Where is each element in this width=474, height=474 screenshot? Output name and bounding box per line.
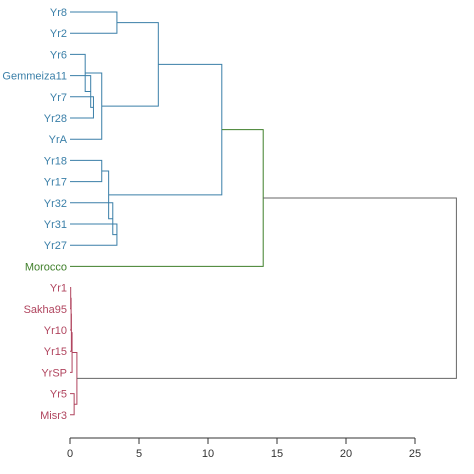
- merge-node-11: [70, 129, 264, 267]
- leaf-labels: Yr8 Yr2 Yr6 Gemmeiza11 Yr7 Yr28 YrA Yr18 Yr17 Yr3…: [2, 7, 67, 422]
- merge-node-16: [70, 393, 75, 416]
- leaf-label-sakha95: Sakha95: [24, 304, 67, 316]
- leaf-label-yr10: Yr10: [44, 325, 67, 337]
- branch-n11-n17: [76, 197, 457, 379]
- leaf-label-morocco: Morocco: [25, 261, 67, 273]
- leaf-label-yrsp: YrSP: [41, 367, 67, 379]
- x-tick-label-5: 5: [136, 448, 142, 460]
- leaf-label-yr2: Yr2: [50, 28, 67, 40]
- merge-node-1: [70, 96, 94, 119]
- leaf-label-yr5: Yr5: [50, 389, 67, 401]
- leaf-label-yr31: Yr31: [44, 219, 67, 231]
- x-tick-label-0: 0: [67, 448, 73, 460]
- branch-yr5-misr3: [70, 393, 75, 416]
- leaf-label-misr3: Misr3: [40, 410, 67, 422]
- leaf-label-yr7: Yr7: [50, 92, 67, 104]
- x-tick-label-25: 25: [409, 448, 421, 460]
- x-axis-ticks: 0 5 10 15 20 25: [67, 438, 421, 460]
- x-tick-label-20: 20: [340, 448, 352, 460]
- leaf-label-yr8: Yr8: [50, 7, 67, 19]
- branch-n10-morocco: [70, 129, 264, 267]
- leaf-label-gemmeiza11: Gemmeiza11: [2, 71, 67, 83]
- merge-node-6: [70, 159, 103, 183]
- branch-yr7-yr28: [70, 96, 94, 119]
- x-tick-label-10: 10: [202, 448, 214, 460]
- merge-node-7: [70, 223, 118, 246]
- branch-n0-n4: [101, 22, 159, 107]
- dendrogram-branches: [70, 11, 457, 416]
- merge-node-5: [101, 22, 159, 107]
- x-axis: 0 5 10 15 20 25: [67, 437, 421, 460]
- branch-n3-yra: [70, 72, 103, 140]
- leaf-label-yr15: Yr15: [44, 346, 67, 358]
- merge-node-4: [70, 72, 103, 140]
- branch-yr31-yr27: [70, 223, 118, 246]
- merge-node-12: [70, 287, 72, 310]
- branch-yr1-sakha95: [70, 287, 72, 310]
- leaf-label-yr32: Yr32: [44, 198, 67, 210]
- leaf-label-yr17: Yr17: [44, 177, 67, 189]
- leaf-label-yr27: Yr27: [44, 240, 67, 252]
- leaf-label-yr28: Yr28: [44, 113, 67, 125]
- merge-node-0: [70, 11, 118, 34]
- branch-yr18-yr17: [70, 159, 103, 183]
- leaf-label-yr1: Yr1: [50, 283, 67, 295]
- branch-n5-n9: [108, 63, 223, 196]
- leaf-label-yr6: Yr6: [50, 49, 67, 61]
- merge-node-10: [108, 63, 223, 196]
- x-tick-label-15: 15: [271, 448, 283, 460]
- leaf-label-yr18: Yr18: [44, 155, 67, 167]
- branch-yr8-yr2: [70, 11, 118, 34]
- merge-node-18: [76, 197, 457, 379]
- leaf-label-yra: YrA: [49, 134, 68, 146]
